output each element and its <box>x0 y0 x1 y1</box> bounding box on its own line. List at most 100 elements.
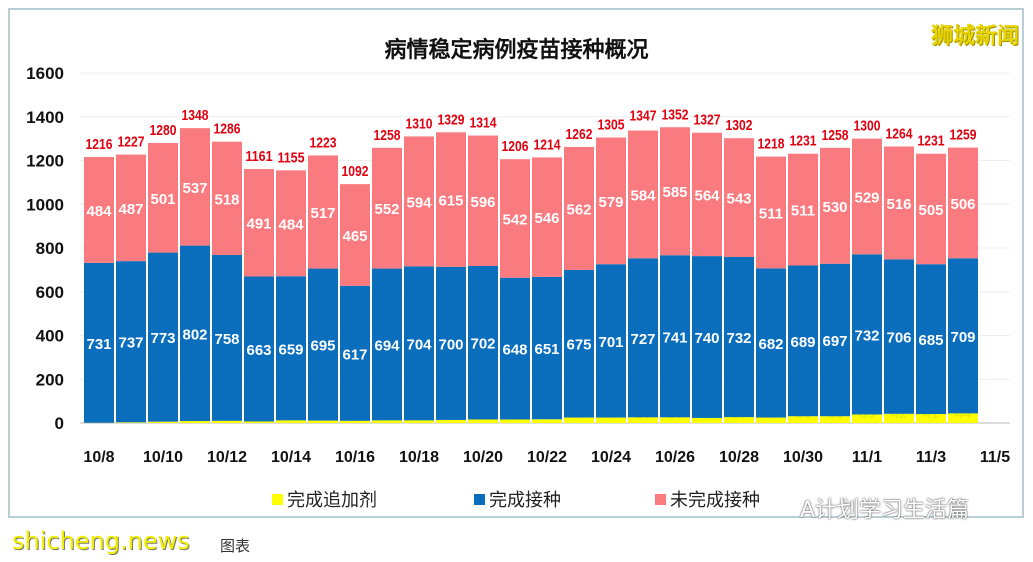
data-label: 758 <box>214 331 239 348</box>
bar-segment <box>340 420 370 423</box>
bar-segment <box>340 285 370 421</box>
bar-segment <box>660 127 690 256</box>
x-tick-label: 11/3 <box>916 449 946 466</box>
bar-segment <box>116 154 146 262</box>
bar-segment <box>244 421 274 423</box>
data-label: 552 <box>374 201 399 218</box>
watermark-bottom-left: shicheng.news <box>12 527 190 555</box>
total-label: 1264 <box>886 126 914 143</box>
legend-item-completed: 完成接种 <box>474 486 561 512</box>
data-label: 737 <box>118 335 143 352</box>
total-label: 1286 <box>214 121 241 138</box>
data-label: 529 <box>854 189 879 206</box>
bar-segment <box>820 147 850 264</box>
data-label: 537 <box>182 180 207 197</box>
bar-segment <box>212 141 242 255</box>
x-tick-label: 10/22 <box>527 449 567 466</box>
y-tick-label: 0 <box>55 414 64 433</box>
total-label: 1348 <box>182 107 209 124</box>
data-label: 682 <box>758 336 783 353</box>
bar-segment <box>884 146 914 260</box>
bar-segment <box>372 420 402 423</box>
bar-segment <box>148 252 178 422</box>
bar-segment <box>628 417 658 423</box>
total-label: 1262 <box>566 126 593 143</box>
watermark-top-right: 狮城新闻 <box>930 24 1019 49</box>
caption: 图表 <box>220 537 251 555</box>
bar-segment <box>756 156 786 269</box>
data-label: 773 <box>150 330 175 347</box>
x-tick-label: 10/28 <box>719 449 759 466</box>
total-label: 1310 <box>406 115 433 132</box>
bar-segment <box>564 269 594 418</box>
data-label: 542 <box>502 211 527 228</box>
bar-segment <box>212 255 242 421</box>
chart-plot: 0 200 400 600 800 1000 1200 1400 1600 10/8 10/10 10… <box>26 64 1010 466</box>
x-tick-label: 10/14 <box>271 449 311 466</box>
watermark-wechat: A计划学习生活篇 <box>800 498 970 523</box>
data-label: 562 <box>566 201 591 218</box>
bar-segment <box>308 268 338 421</box>
legend-label: 未完成接种 <box>670 490 760 511</box>
total-label: 1258 <box>822 127 849 144</box>
data-label: 741 <box>662 329 687 346</box>
y-tick-label: 200 <box>36 370 64 389</box>
data-label: 518 <box>214 191 239 208</box>
bar-segment <box>820 416 850 423</box>
y-tick-label: 1200 <box>26 152 64 171</box>
bar-segment <box>404 420 434 423</box>
bar-segment <box>500 419 530 423</box>
data-label: 594 <box>406 194 432 211</box>
bar-segment <box>84 262 114 423</box>
y-tick-label: 600 <box>36 283 64 302</box>
bar-segment <box>180 245 210 422</box>
bar-segment <box>756 417 786 423</box>
total-label: 1231 <box>918 133 945 150</box>
bar-segment <box>500 159 530 278</box>
bar-segment <box>948 258 978 414</box>
total-label: 1305 <box>598 117 625 134</box>
data-label: 740 <box>694 330 719 347</box>
data-label: 505 <box>918 202 943 219</box>
bar-segment <box>276 420 306 423</box>
bar-segment <box>244 276 274 422</box>
bar-segment <box>404 136 434 267</box>
data-label: 802 <box>182 326 207 343</box>
x-tick-label: 11/5 <box>980 449 1010 466</box>
data-label: 530 <box>822 199 847 216</box>
bar-segment <box>308 155 338 269</box>
x-tick-label: 10/8 <box>83 449 114 466</box>
total-label: 1216 <box>86 136 113 153</box>
total-label: 1329 <box>438 111 465 128</box>
bar-segment <box>788 416 818 423</box>
data-label: 695 <box>310 338 335 355</box>
bar-segment <box>468 265 498 420</box>
bar-segment <box>308 420 338 423</box>
y-tick-label: 800 <box>36 239 64 258</box>
total-label: 1223 <box>310 134 337 151</box>
x-tick-label: 10/12 <box>207 449 247 466</box>
data-label: 694 <box>374 337 400 354</box>
bar-segment <box>244 169 274 277</box>
legend-swatch <box>272 493 283 505</box>
legend-swatch <box>474 493 485 505</box>
data-label: 704 <box>406 336 432 353</box>
bar-segment <box>564 417 594 423</box>
bar-segment <box>276 276 306 421</box>
bar-segment <box>788 153 818 266</box>
total-label: 1214 <box>534 136 562 153</box>
bar-segment <box>532 276 562 420</box>
y-tick-label: 1600 <box>26 64 64 83</box>
data-label: 516 <box>886 196 911 213</box>
data-label: 584 <box>630 187 656 204</box>
bar-segment <box>276 170 306 277</box>
total-label: 1327 <box>694 112 721 129</box>
data-label: 501 <box>150 191 175 208</box>
total-label: 1280 <box>150 122 177 139</box>
bar-segment <box>916 264 946 415</box>
bar-segment <box>756 268 786 418</box>
bar-segment <box>500 277 530 420</box>
data-label: 732 <box>854 327 879 344</box>
bar-segment <box>852 254 882 415</box>
bar-segment <box>532 157 562 277</box>
